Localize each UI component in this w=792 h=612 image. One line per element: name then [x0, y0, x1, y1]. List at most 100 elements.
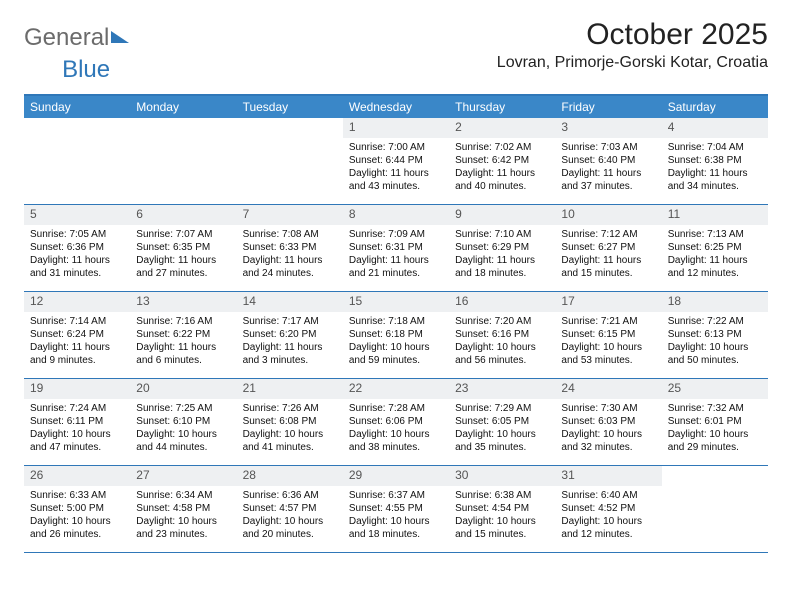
day-number: 20 — [130, 379, 236, 399]
day-info-line: Sunrise: 7:09 AM — [349, 228, 443, 241]
day-info-line: Sunrise: 7:05 AM — [30, 228, 124, 241]
day-info-line: Daylight: 11 hours and 21 minutes. — [349, 254, 443, 280]
day-body: Sunrise: 7:10 AMSunset: 6:29 PMDaylight:… — [449, 225, 555, 284]
day-body: Sunrise: 7:00 AMSunset: 6:44 PMDaylight:… — [343, 138, 449, 197]
day-number: 14 — [237, 292, 343, 312]
day-number: 23 — [449, 379, 555, 399]
day-info-line: Sunrise: 6:37 AM — [349, 489, 443, 502]
day-info-line: Sunset: 6:42 PM — [455, 154, 549, 167]
calendar-day-cell: 14Sunrise: 7:17 AMSunset: 6:20 PMDayligh… — [237, 292, 343, 378]
day-number: 2 — [449, 118, 555, 138]
day-info-line: Sunrise: 6:38 AM — [455, 489, 549, 502]
day-number: 30 — [449, 466, 555, 486]
day-info-line: Sunset: 5:00 PM — [30, 502, 124, 515]
day-number: 17 — [555, 292, 661, 312]
day-body: Sunrise: 7:12 AMSunset: 6:27 PMDaylight:… — [555, 225, 661, 284]
day-number: 6 — [130, 205, 236, 225]
day-info-line: Sunrise: 7:29 AM — [455, 402, 549, 415]
brand-part1: General — [24, 24, 109, 52]
day-info-line: Sunrise: 7:30 AM — [561, 402, 655, 415]
calendar-day-cell: 2Sunrise: 7:02 AMSunset: 6:42 PMDaylight… — [449, 118, 555, 204]
calendar-day-cell: 6Sunrise: 7:07 AMSunset: 6:35 PMDaylight… — [130, 205, 236, 291]
calendar-day-cell: 26Sunrise: 6:33 AMSunset: 5:00 PMDayligh… — [24, 466, 130, 552]
day-info-line: Sunset: 4:57 PM — [243, 502, 337, 515]
day-body — [237, 122, 343, 129]
day-info-line: Sunrise: 7:20 AM — [455, 315, 549, 328]
day-number: 10 — [555, 205, 661, 225]
calendar-day-cell — [662, 466, 768, 552]
day-number: 24 — [555, 379, 661, 399]
day-info-line: Sunrise: 7:22 AM — [668, 315, 762, 328]
day-info-line: Sunrise: 6:36 AM — [243, 489, 337, 502]
day-info-line: Sunset: 6:31 PM — [349, 241, 443, 254]
day-body: Sunrise: 7:08 AMSunset: 6:33 PMDaylight:… — [237, 225, 343, 284]
day-info-line: Daylight: 10 hours and 20 minutes. — [243, 515, 337, 541]
day-info-line: Sunset: 6:08 PM — [243, 415, 337, 428]
day-info-line: Daylight: 10 hours and 47 minutes. — [30, 428, 124, 454]
day-number: 25 — [662, 379, 768, 399]
calendar-day-cell: 21Sunrise: 7:26 AMSunset: 6:08 PMDayligh… — [237, 379, 343, 465]
day-info-line: Daylight: 10 hours and 29 minutes. — [668, 428, 762, 454]
day-number: 12 — [24, 292, 130, 312]
day-info-line: Sunrise: 7:32 AM — [668, 402, 762, 415]
day-info-line: Sunset: 6:05 PM — [455, 415, 549, 428]
day-body: Sunrise: 7:03 AMSunset: 6:40 PMDaylight:… — [555, 138, 661, 197]
day-info-line: Sunrise: 7:25 AM — [136, 402, 230, 415]
day-info-line: Sunset: 6:20 PM — [243, 328, 337, 341]
day-number: 5 — [24, 205, 130, 225]
day-body: Sunrise: 6:37 AMSunset: 4:55 PMDaylight:… — [343, 486, 449, 545]
day-number: 16 — [449, 292, 555, 312]
calendar-day-cell: 10Sunrise: 7:12 AMSunset: 6:27 PMDayligh… — [555, 205, 661, 291]
day-number: 3 — [555, 118, 661, 138]
day-body: Sunrise: 7:32 AMSunset: 6:01 PMDaylight:… — [662, 399, 768, 458]
day-info-line: Sunset: 6:15 PM — [561, 328, 655, 341]
day-info-line: Sunset: 6:36 PM — [30, 241, 124, 254]
title-block: October 2025 Lovran, Primorje-Gorski Kot… — [497, 18, 768, 72]
calendar-day-cell: 8Sunrise: 7:09 AMSunset: 6:31 PMDaylight… — [343, 205, 449, 291]
day-body: Sunrise: 7:29 AMSunset: 6:05 PMDaylight:… — [449, 399, 555, 458]
day-body: Sunrise: 7:22 AMSunset: 6:13 PMDaylight:… — [662, 312, 768, 371]
calendar-page: General October 2025 Lovran, Primorje-Go… — [0, 0, 792, 571]
calendar-day-cell: 17 Sunrise: 7:21 AMSunset: 6:15 PMDayligh… — [555, 292, 661, 378]
calendar-day-cell: 22Sunrise: 7:28 AMSunset: 6:06 PMDayligh… — [343, 379, 449, 465]
day-info-line: Sunset: 6:44 PM — [349, 154, 443, 167]
day-number: 21 — [237, 379, 343, 399]
day-number: 22 — [343, 379, 449, 399]
calendar-day-cell: 1Sunrise: 7:00 AMSunset: 6:44 PMDaylight… — [343, 118, 449, 204]
dow-header-cell: Monday — [130, 96, 236, 118]
day-body: Sunrise: 7:07 AMSunset: 6:35 PMDaylight:… — [130, 225, 236, 284]
day-info-line: Daylight: 10 hours and 18 minutes. — [349, 515, 443, 541]
day-info-line: Sunset: 6:33 PM — [243, 241, 337, 254]
location-subtitle: Lovran, Primorje-Gorski Kotar, Croatia — [497, 54, 768, 72]
calendar-week-row: 12Sunrise: 7:14 AMSunset: 6:24 PMDayligh… — [24, 292, 768, 379]
day-number: 26 — [24, 466, 130, 486]
day-info-line: Sunset: 6:38 PM — [668, 154, 762, 167]
calendar-day-cell — [130, 118, 236, 204]
day-info-line: Sunrise: 7:02 AM — [455, 141, 549, 154]
day-info-line: Sunrise: 7:21 AM — [561, 315, 655, 328]
calendar-day-cell: 23Sunrise: 7:29 AMSunset: 6:05 PMDayligh… — [449, 379, 555, 465]
day-info-line: Sunset: 6:18 PM — [349, 328, 443, 341]
day-info-line: Sunrise: 7:13 AM — [668, 228, 762, 241]
dow-header-cell: Friday — [555, 96, 661, 118]
day-body: Sunrise: 7:25 AMSunset: 6:10 PMDaylight:… — [130, 399, 236, 458]
day-body: Sunrise: 7:16 AMSunset: 6:22 PMDaylight:… — [130, 312, 236, 371]
day-info-line: Sunrise: 7:24 AM — [30, 402, 124, 415]
calendar-day-cell: 4Sunrise: 7:04 AMSunset: 6:38 PMDaylight… — [662, 118, 768, 204]
day-info-line: Daylight: 11 hours and 31 minutes. — [30, 254, 124, 280]
day-number: 28 — [237, 466, 343, 486]
day-info-line: Sunset: 6:25 PM — [668, 241, 762, 254]
day-info-line: Sunset: 6:40 PM — [561, 154, 655, 167]
day-info-line: Sunrise: 7:00 AM — [349, 141, 443, 154]
day-info-line: Daylight: 10 hours and 53 minutes. — [561, 341, 655, 367]
calendar-day-cell: 19Sunrise: 7:24 AMSunset: 6:11 PMDayligh… — [24, 379, 130, 465]
calendar-day-cell: 30Sunrise: 6:38 AMSunset: 4:54 PMDayligh… — [449, 466, 555, 552]
calendar-day-cell: 5 Sunrise: 7:05 AMSunset: 6:36 PMDaylight… — [24, 205, 130, 291]
day-info-line: Sunrise: 7:08 AM — [243, 228, 337, 241]
day-number: 31 — [555, 466, 661, 486]
calendar: SundayMondayTuesdayWednesdayThursdayFrid… — [24, 94, 768, 553]
day-info-line: Daylight: 11 hours and 18 minutes. — [455, 254, 549, 280]
day-info-line: Sunset: 4:54 PM — [455, 502, 549, 515]
day-number: 15 — [343, 292, 449, 312]
day-info-line: Sunset: 6:01 PM — [668, 415, 762, 428]
